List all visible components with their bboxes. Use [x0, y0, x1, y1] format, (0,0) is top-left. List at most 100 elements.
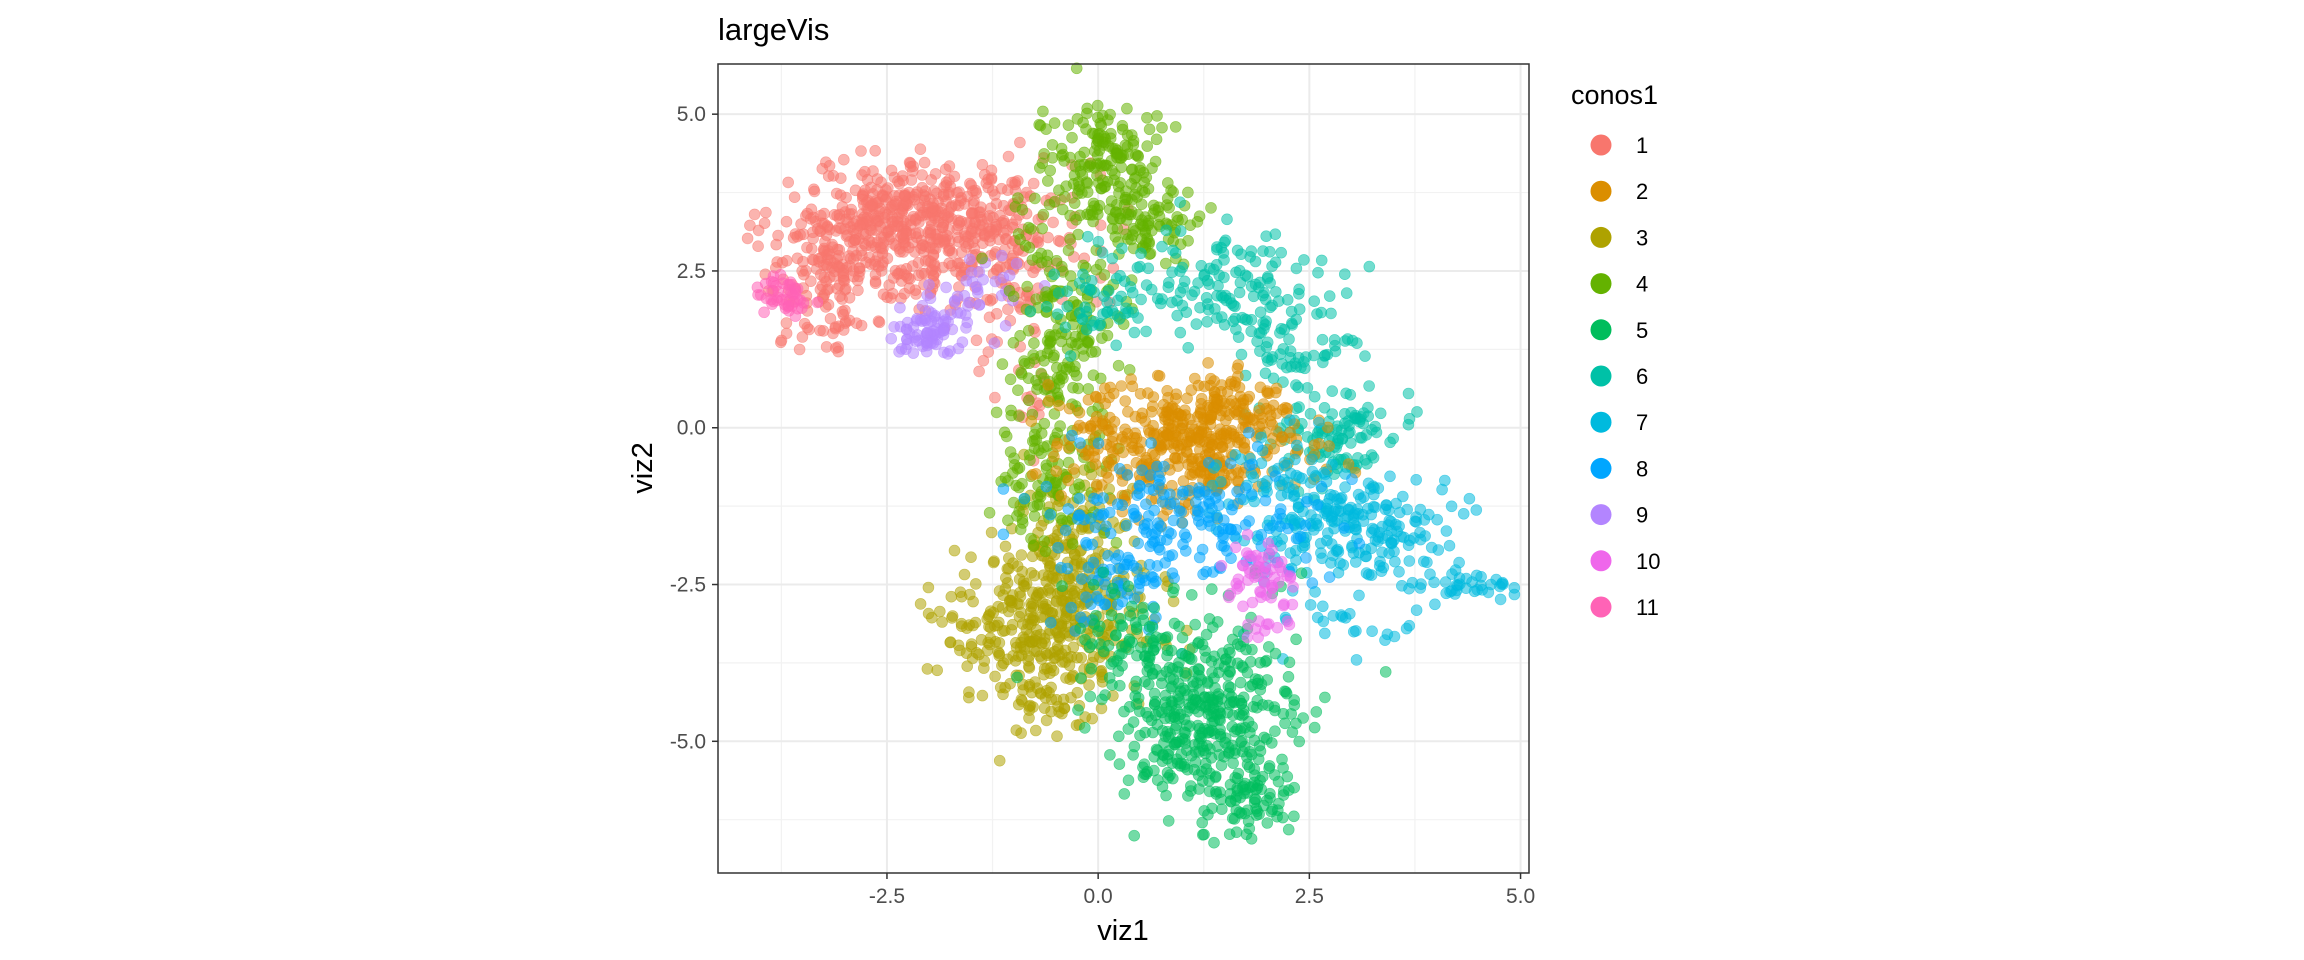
- data-point: [1112, 359, 1125, 372]
- data-point: [990, 406, 1003, 419]
- data-point: [1286, 317, 1298, 330]
- data-point: [1253, 615, 1265, 627]
- data-point: [1122, 580, 1135, 593]
- data-point: [1402, 387, 1415, 400]
- data-point: [1423, 508, 1435, 521]
- data-point: [1135, 412, 1148, 424]
- data-point: [1051, 640, 1064, 652]
- data-point: [1110, 206, 1122, 218]
- x-tick-label: 2.5: [1295, 885, 1324, 908]
- data-point: [1102, 471, 1115, 484]
- data-point: [1012, 384, 1024, 397]
- data-point: [1110, 339, 1122, 352]
- y-axis-title: viz2: [627, 442, 659, 494]
- data-point: [988, 555, 1000, 568]
- data-point: [1272, 804, 1284, 817]
- data-point: [1064, 350, 1077, 362]
- data-point: [1281, 402, 1293, 415]
- data-point: [1123, 635, 1135, 648]
- data-point: [997, 589, 1010, 602]
- data-point: [1393, 565, 1405, 578]
- data-point: [1340, 287, 1353, 299]
- data-point: [1082, 230, 1094, 243]
- data-point: [1363, 260, 1376, 273]
- data-point: [978, 655, 991, 667]
- data-point: [1345, 437, 1357, 449]
- data-point: [1005, 601, 1018, 613]
- data-point: [1281, 487, 1294, 500]
- data-point: [1134, 387, 1147, 400]
- data-point: [1132, 149, 1144, 162]
- data-point: [997, 483, 1010, 495]
- data-point: [1353, 589, 1365, 602]
- data-point: [1027, 435, 1039, 448]
- data-point: [1284, 547, 1297, 559]
- data-point: [1182, 790, 1194, 802]
- data-point: [945, 200, 958, 212]
- data-point: [1421, 556, 1433, 569]
- data-point: [1171, 309, 1183, 322]
- data-point: [1194, 408, 1207, 420]
- data-point: [1225, 427, 1237, 440]
- data-point: [929, 168, 942, 180]
- data-point: [1139, 650, 1151, 663]
- data-point: [1104, 527, 1117, 540]
- data-point: [847, 236, 860, 249]
- data-point: [1319, 627, 1331, 640]
- data-point: [796, 331, 809, 343]
- data-point: [1241, 547, 1253, 559]
- data-point: [1040, 300, 1053, 313]
- data-point: [1212, 688, 1225, 700]
- data-point: [1308, 390, 1321, 403]
- data-point: [885, 332, 898, 345]
- data-point: [1125, 178, 1138, 190]
- data-point: [1204, 520, 1216, 532]
- data-point: [1042, 231, 1054, 244]
- data-point: [955, 192, 967, 204]
- data-point: [1203, 495, 1215, 508]
- data-points: [741, 62, 1521, 849]
- data-point: [1334, 492, 1347, 505]
- data-point: [982, 346, 995, 358]
- data-point: [877, 288, 890, 301]
- data-point: [1212, 280, 1224, 292]
- data-point: [1258, 731, 1270, 744]
- data-point: [1020, 186, 1033, 199]
- data-point: [869, 277, 882, 290]
- data-point: [1091, 494, 1103, 506]
- data-point: [970, 334, 983, 347]
- data-point: [1071, 187, 1084, 200]
- data-point: [999, 681, 1011, 694]
- data-point: [1040, 603, 1052, 615]
- data-point: [1018, 492, 1031, 505]
- data-point: [1194, 301, 1206, 314]
- data-point: [1005, 409, 1018, 422]
- data-point: [925, 611, 938, 624]
- data-point: [1264, 246, 1276, 258]
- data-point: [1064, 151, 1076, 164]
- data-point: [1291, 439, 1303, 452]
- data-point: [1470, 504, 1483, 516]
- data-point: [1050, 465, 1062, 478]
- data-point: [1349, 523, 1362, 536]
- data-point: [1264, 277, 1276, 289]
- data-point: [1232, 331, 1245, 343]
- data-point: [1183, 701, 1196, 714]
- data-point: [895, 207, 908, 219]
- y-tick-label: -2.5: [670, 574, 706, 597]
- data-point: [1137, 771, 1150, 784]
- data-point: [1025, 600, 1038, 613]
- data-point: [1429, 598, 1441, 611]
- data-point: [766, 298, 778, 310]
- data-point: [1176, 517, 1189, 529]
- data-point: [1242, 618, 1254, 631]
- data-point: [1293, 401, 1305, 413]
- data-point: [977, 354, 990, 367]
- data-point: [923, 278, 935, 291]
- data-point: [1134, 729, 1146, 742]
- data-point: [1249, 673, 1262, 685]
- data-point: [1346, 334, 1359, 347]
- data-point: [1122, 551, 1134, 564]
- data-point: [1115, 433, 1128, 446]
- data-point: [993, 754, 1006, 767]
